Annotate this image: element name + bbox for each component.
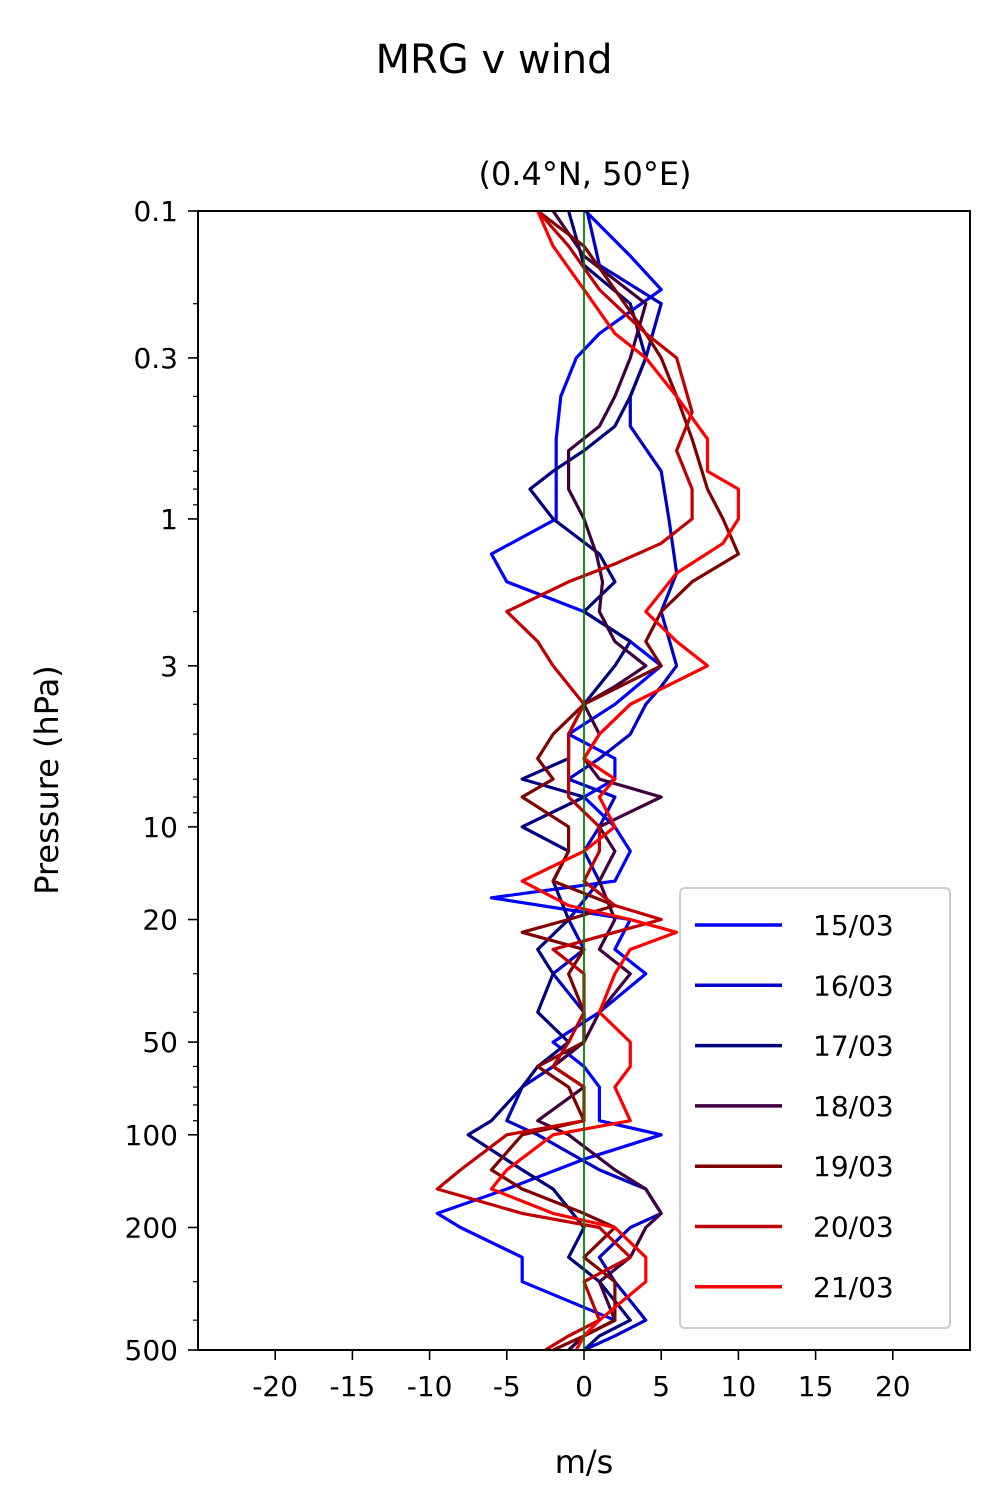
y-tick-label: 500 (125, 1334, 178, 1367)
x-tick-label: 10 (721, 1370, 757, 1403)
chart-title: MRG v wind (376, 37, 613, 83)
legend-label: 17/03 (813, 1030, 894, 1063)
x-tick-label: 0 (575, 1370, 593, 1403)
y-tick-label: 10 (142, 811, 178, 844)
legend-label: 19/03 (813, 1150, 894, 1183)
y-tick-label: 0.1 (133, 195, 178, 228)
series-layer (435, 209, 740, 1352)
y-axis: 0.1 0.3 1 3 10 20 50 100 200 500 (125, 195, 198, 1367)
x-tick-label: -15 (330, 1370, 376, 1403)
series-line-5 (489, 209, 740, 1352)
series-line-1 (435, 209, 663, 1352)
x-tick-label: -5 (493, 1370, 521, 1403)
y-tick-label: 20 (142, 904, 178, 937)
legend-label: 21/03 (813, 1271, 894, 1304)
series-line-6 (435, 209, 694, 1352)
legend-label: 18/03 (813, 1090, 894, 1123)
y-tick-label: 0.3 (133, 342, 178, 375)
y-axis-label: Pressure (hPa) (28, 665, 66, 895)
x-tick-label: 20 (875, 1370, 911, 1403)
x-axis: -20 -15 -10 -5 0 5 10 15 20 (252, 1350, 911, 1403)
x-tick-label: -20 (252, 1370, 298, 1403)
x-axis-label: m/s (555, 1443, 614, 1481)
x-tick-label: 5 (652, 1370, 670, 1403)
y-axis-minor-ticks (193, 303, 198, 1321)
legend: 15/03 16/03 17/03 18/03 19/03 20/03 21/03 (679, 887, 951, 1329)
x-tick-label: -10 (407, 1370, 453, 1403)
legend-label: 15/03 (813, 909, 894, 942)
y-tick-label: 200 (125, 1211, 178, 1244)
y-tick-label: 1 (160, 503, 178, 536)
y-tick-label: 50 (142, 1026, 178, 1059)
y-tick-label: 3 (160, 650, 178, 683)
y-tick-label: 100 (125, 1119, 178, 1152)
legend-label: 20/03 (813, 1211, 894, 1244)
legend-label: 16/03 (813, 969, 894, 1002)
x-tick-label: 15 (798, 1370, 834, 1403)
chart-subtitle: (0.4°N, 50°E) (478, 155, 691, 193)
legend-box (679, 887, 951, 1329)
